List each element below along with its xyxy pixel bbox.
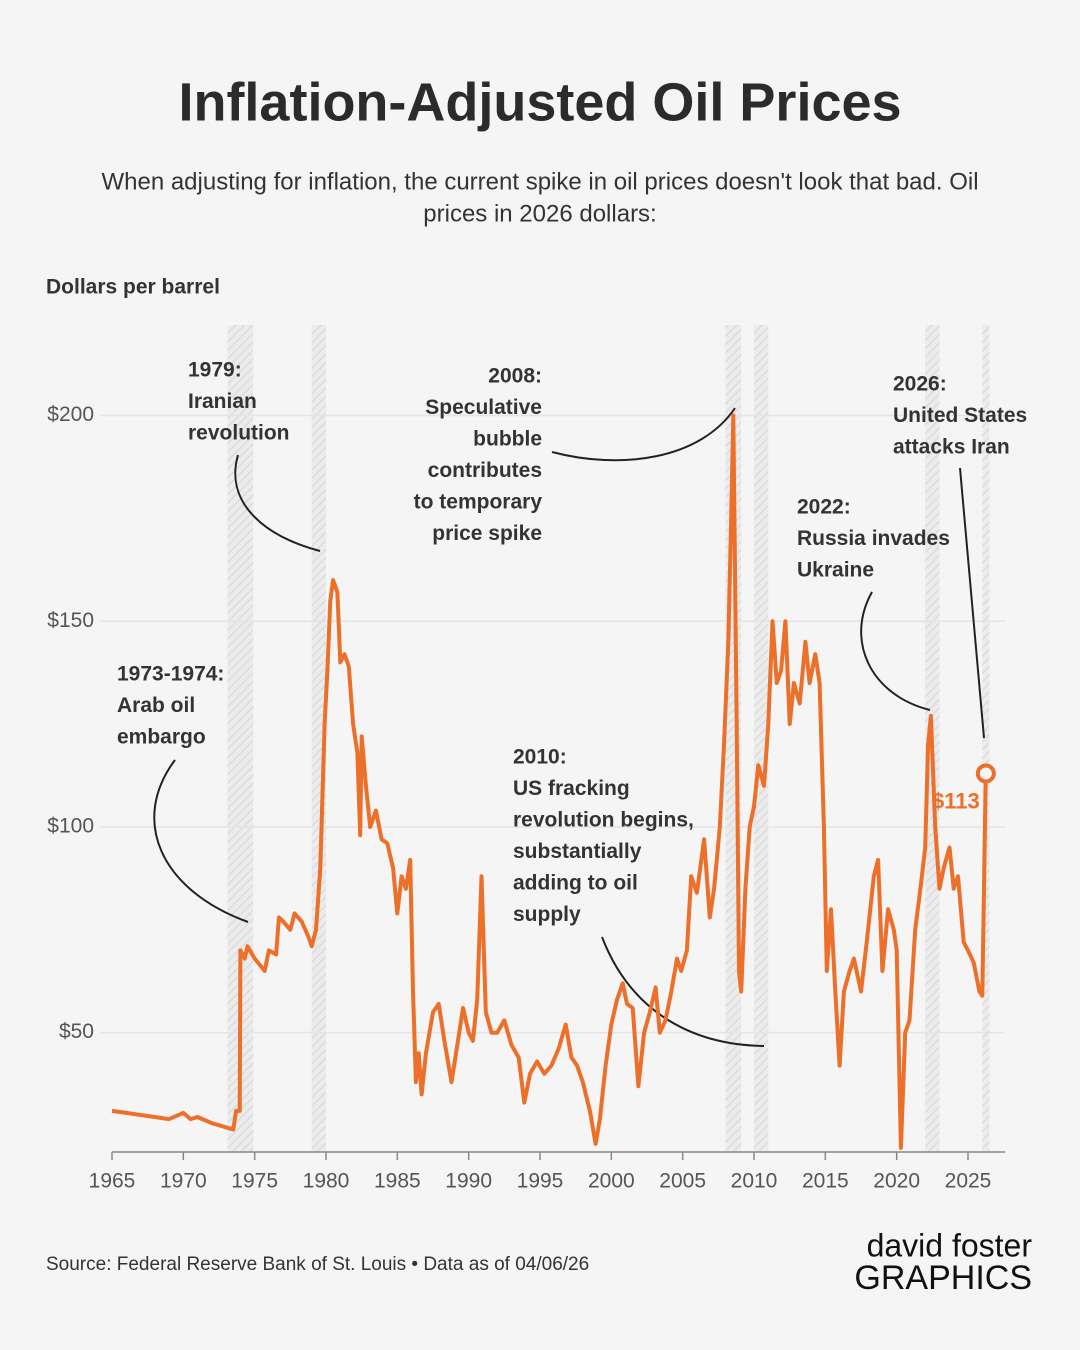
annotation: 1979:	[188, 359, 242, 382]
price-line	[111, 413, 988, 1150]
annotation: contributes	[428, 459, 542, 482]
highlight-label: $113	[932, 788, 980, 813]
x-tick-label: 2000	[588, 1170, 635, 1193]
x-tick-label: 1985	[374, 1170, 421, 1193]
subtitle: prices in 2026 dollars:	[423, 200, 656, 227]
chart-title: Inflation-Adjusted Oil Prices	[178, 72, 901, 132]
y-tick-label: $100	[47, 815, 94, 838]
shaded-period	[754, 325, 769, 1152]
annotation: adding to oil	[513, 872, 638, 895]
annotation: Russia invades	[797, 527, 950, 550]
annotation-line	[153, 759, 249, 923]
x-tick-label: 2010	[731, 1170, 778, 1193]
shaded-period	[311, 325, 326, 1152]
annotation-line	[551, 407, 736, 462]
annotation-line	[234, 454, 321, 552]
y-tick-label: $150	[47, 609, 94, 632]
x-tick-label: 1975	[231, 1170, 278, 1193]
annotation: 2026:	[893, 373, 947, 396]
highlight-point	[975, 763, 996, 784]
annotation-line	[959, 467, 985, 739]
x-tick-label: 1990	[445, 1170, 492, 1193]
annotation: 2010:	[513, 746, 567, 769]
annotation: price spike	[432, 522, 542, 545]
annotation: substantially	[513, 840, 642, 863]
annotation: supply	[513, 903, 581, 926]
x-tick-label: 2020	[873, 1170, 920, 1193]
logo: GRAPHICS	[854, 1259, 1032, 1297]
x-tick-label: 2025	[945, 1170, 992, 1193]
annotation-line	[860, 591, 931, 711]
y-tick-label: $50	[59, 1020, 94, 1043]
x-tick-label: 1970	[160, 1170, 207, 1193]
annotation: revolution	[188, 422, 290, 445]
y-axis-label: Dollars per barrel	[46, 276, 220, 299]
x-tick-label: 1995	[517, 1170, 564, 1193]
annotation: 1973-1974:	[117, 663, 224, 686]
x-tick-label: 1965	[89, 1170, 136, 1193]
shaded-period	[982, 325, 990, 1152]
annotation: United States	[893, 404, 1027, 427]
annotation: 2022:	[797, 496, 851, 519]
source: Source: Federal Reserve Bank of St. Loui…	[46, 1254, 589, 1275]
annotation: attacks Iran	[893, 436, 1010, 459]
annotation: Speculative	[425, 396, 542, 419]
annotation: bubble	[473, 428, 542, 451]
annotation: revolution begins,	[513, 809, 694, 832]
logo: david foster	[867, 1227, 1033, 1263]
annotation: US fracking	[513, 777, 630, 800]
x-tick-label: 2015	[802, 1170, 849, 1193]
annotation: 2008:	[488, 365, 542, 388]
annotation: Arab oil	[117, 694, 195, 717]
y-tick-label: $200	[47, 403, 94, 426]
annotation: to temporary	[414, 491, 543, 514]
annotation: embargo	[117, 726, 206, 749]
annotation: Ukraine	[797, 559, 874, 582]
annotation: Iranian	[188, 390, 257, 413]
x-tick-label: 1980	[303, 1170, 350, 1193]
subtitle: When adjusting for inflation, the curren…	[101, 168, 978, 195]
x-tick-label: 2005	[659, 1170, 706, 1193]
